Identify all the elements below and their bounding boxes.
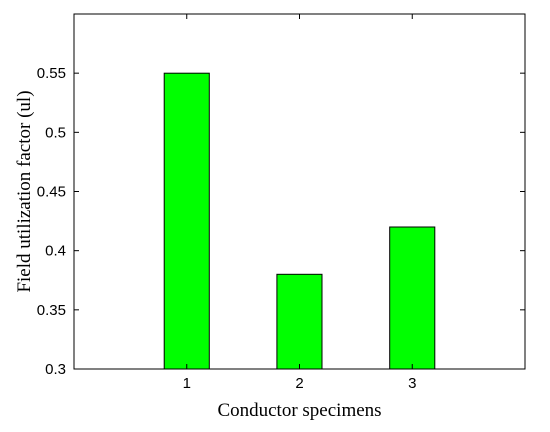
- y-tick-label-1: 0.35: [37, 302, 66, 319]
- x-ticks-layer: 1 2 3: [183, 14, 416, 392]
- x-tick-label-2: 2: [295, 375, 303, 392]
- x-tick-label-1: 1: [183, 375, 191, 392]
- bar-1: [163, 72, 210, 370]
- y-tick-label-0: 0.3: [45, 361, 66, 378]
- bar-2: [276, 273, 323, 370]
- x-axis-title: Conductor specimens: [217, 400, 381, 421]
- bars-layer: [163, 72, 436, 370]
- y-tick-label-5: 0.55: [37, 65, 66, 82]
- bar-3: [389, 226, 436, 370]
- y-axis-title: Field utilization factor (ul): [14, 90, 35, 292]
- y-tick-label-2: 0.4: [45, 243, 66, 260]
- y-tick-label-4: 0.5: [45, 124, 66, 141]
- x-tick-label-3: 3: [408, 375, 416, 392]
- y-ticks-layer: 0.3 0.35 0.4 0.45 0.5 0.55: [37, 65, 525, 378]
- y-tick-label-3: 0.45: [37, 184, 66, 201]
